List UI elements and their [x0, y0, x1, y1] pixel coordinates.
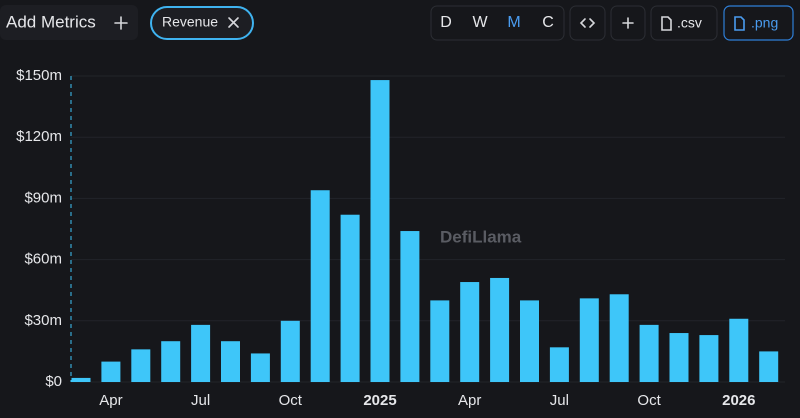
y-tick-label: $90m [24, 189, 62, 206]
y-tick-label: $150m [16, 67, 62, 84]
x-tick-label: Jul [550, 392, 569, 409]
add-metrics-button[interactable]: Add Metrics [0, 5, 138, 40]
x-tick-label: Oct [279, 392, 303, 409]
bar [639, 324, 659, 382]
bar [221, 341, 240, 382]
metric-chip[interactable]: Revenue [150, 6, 254, 40]
bar [400, 231, 420, 382]
png-label: .png [751, 15, 778, 31]
interval-option[interactable]: M [507, 14, 520, 31]
plus-icon [114, 16, 128, 30]
csv-label: .csv [677, 15, 702, 31]
x-tick-label: 2025 [363, 392, 396, 409]
code-icon [579, 18, 596, 28]
bar [101, 361, 121, 382]
bar [370, 80, 390, 382]
x-tick-label: Jul [191, 392, 210, 409]
plus-icon [622, 17, 634, 29]
metric-label: Revenue [162, 14, 218, 30]
x-tick-label: Apr [458, 392, 481, 409]
close-icon[interactable] [228, 17, 239, 28]
bar [430, 300, 450, 382]
y-tick-label: $120m [16, 128, 62, 145]
bar [520, 300, 539, 382]
interval-option[interactable]: W [472, 14, 488, 31]
bar [669, 333, 689, 382]
bar [579, 298, 599, 382]
y-tick-label: $30m [24, 312, 62, 329]
interval-group [430, 5, 565, 41]
bar [131, 349, 151, 382]
bar [729, 318, 749, 382]
bar [161, 341, 181, 382]
bar [759, 351, 779, 382]
button-bg [0, 5, 138, 40]
bar [280, 320, 300, 382]
y-tick-label: $0 [45, 373, 62, 390]
file-icon [734, 16, 745, 31]
bar [490, 277, 510, 382]
bar [340, 214, 360, 382]
csv-button[interactable] [650, 5, 718, 41]
x-tick-label: 2026 [722, 392, 755, 409]
add-metrics-label: Add Metrics [6, 12, 96, 31]
bar [250, 353, 270, 382]
bar [549, 347, 569, 382]
bar [310, 190, 330, 382]
x-tick-label: Oct [637, 392, 661, 409]
bar [191, 324, 211, 382]
chip-bg [150, 6, 254, 40]
y-tick-label: $60m [24, 251, 62, 268]
interval-option[interactable]: C [542, 14, 554, 31]
interval-option[interactable]: D [440, 14, 452, 31]
bar [609, 294, 629, 382]
file-icon [661, 16, 672, 31]
x-tick-label: Apr [99, 392, 122, 409]
add-button[interactable] [610, 5, 646, 41]
bar [71, 377, 91, 382]
embed-button[interactable] [569, 5, 606, 41]
bar [699, 335, 719, 382]
bar [460, 282, 480, 382]
png-button[interactable] [723, 5, 794, 41]
watermark: DefiLlama [440, 227, 522, 246]
chart: $0 $30m $60m $90m $120m $150m Apr Jul Oct 2025 Apr… [16, 67, 785, 409]
